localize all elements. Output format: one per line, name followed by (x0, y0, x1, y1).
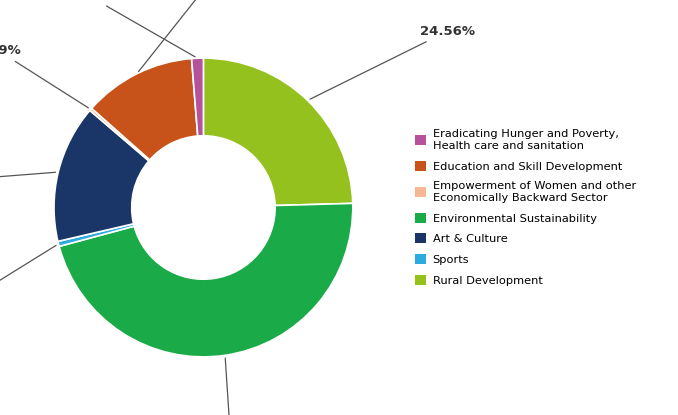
Text: 0.29%: 0.29% (0, 44, 88, 108)
Wedge shape (58, 224, 134, 247)
Legend: Eradicating Hunger and Poverty,
Health care and sanitation, Education and Skill : Eradicating Hunger and Poverty, Health c… (414, 129, 636, 286)
Wedge shape (203, 58, 353, 205)
Wedge shape (54, 110, 149, 242)
Text: 24.56%: 24.56% (310, 25, 475, 99)
Text: 1.26%: 1.26% (65, 0, 195, 57)
Wedge shape (90, 108, 150, 161)
Wedge shape (192, 58, 203, 136)
Wedge shape (92, 59, 198, 160)
Text: 0.55%: 0.55% (0, 245, 56, 315)
Text: 46.25%: 46.25% (203, 358, 258, 415)
Wedge shape (59, 203, 353, 357)
Text: 14.90%: 14.90% (0, 172, 56, 187)
Text: 12.19%: 12.19% (138, 0, 238, 72)
